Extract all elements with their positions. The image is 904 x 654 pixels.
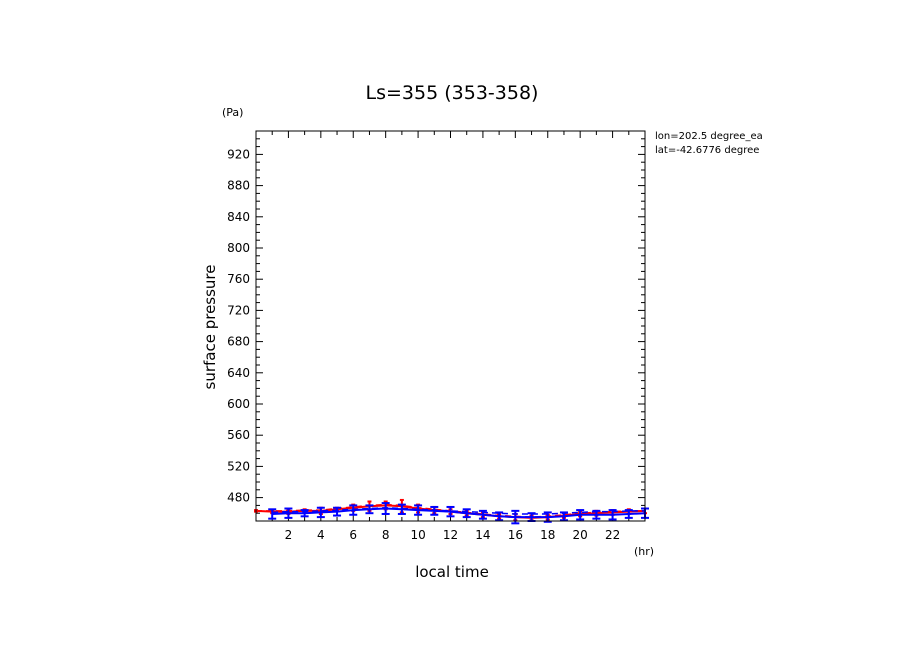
x-axis-label: local time bbox=[415, 563, 489, 581]
y-tick-label: 680 bbox=[227, 335, 250, 349]
error-bar bbox=[316, 506, 325, 519]
series-group bbox=[272, 506, 645, 515]
y-tick-label: 800 bbox=[227, 241, 250, 255]
y-unit-label: (Pa) bbox=[222, 106, 243, 119]
plot-frame bbox=[255, 130, 646, 522]
y-tick-label: 640 bbox=[227, 366, 250, 380]
y-tick-label: 920 bbox=[227, 147, 250, 161]
error-bar bbox=[576, 509, 585, 521]
x-tick-label: 12 bbox=[443, 528, 458, 542]
y-axis-label: surface pressure bbox=[201, 265, 219, 390]
chart-title: Ls=355 (353-358) bbox=[366, 82, 539, 104]
y-tick-label: 840 bbox=[227, 210, 250, 224]
series-group bbox=[268, 502, 649, 525]
error-bar bbox=[414, 504, 423, 516]
y-tick-label: 480 bbox=[227, 491, 250, 505]
error-bar bbox=[284, 507, 293, 519]
error-bar bbox=[268, 508, 277, 520]
x-tick-label: 6 bbox=[349, 528, 357, 542]
x-tick-label: 4 bbox=[317, 528, 325, 542]
x-tick-label: 20 bbox=[573, 528, 588, 542]
annotation-lat: lat=-42.6776 degree bbox=[655, 145, 759, 156]
y-tick-label: 520 bbox=[227, 459, 250, 473]
error-bar bbox=[349, 504, 358, 516]
x-tick-label: 2 bbox=[285, 528, 293, 542]
plot-series bbox=[254, 498, 649, 525]
error-bar bbox=[381, 502, 390, 515]
error-bar bbox=[430, 505, 439, 516]
x-tick-label: 14 bbox=[475, 528, 490, 542]
y-tick-label: 560 bbox=[227, 428, 250, 442]
y-tick-label: 880 bbox=[227, 179, 250, 193]
error-bar bbox=[333, 506, 342, 517]
y-tick-label: 600 bbox=[227, 397, 250, 411]
axis-ticks: 2 4 6 8 10 12 14 16 18 20 22 480 520 560 600 640 680 720 7… bbox=[227, 131, 645, 542]
x-tick-label: 22 bbox=[605, 528, 620, 542]
y-tick-label: 720 bbox=[227, 303, 250, 317]
x-tick-label: 16 bbox=[508, 528, 523, 542]
series-line bbox=[272, 507, 646, 519]
x-tick-label: 10 bbox=[410, 528, 425, 542]
annotation-lon: lon=202.5 degree_ea bbox=[655, 131, 763, 142]
error-bar bbox=[462, 508, 471, 519]
x-tick-label: 18 bbox=[540, 528, 555, 542]
series-line bbox=[272, 506, 645, 515]
error-bar bbox=[365, 504, 374, 515]
y-tick-label: 760 bbox=[227, 272, 250, 286]
x-unit-label: (hr) bbox=[634, 545, 654, 558]
error-bar bbox=[446, 505, 455, 518]
x-tick-label: 8 bbox=[382, 528, 390, 542]
error-bar bbox=[624, 509, 633, 519]
error-bar bbox=[397, 503, 406, 515]
